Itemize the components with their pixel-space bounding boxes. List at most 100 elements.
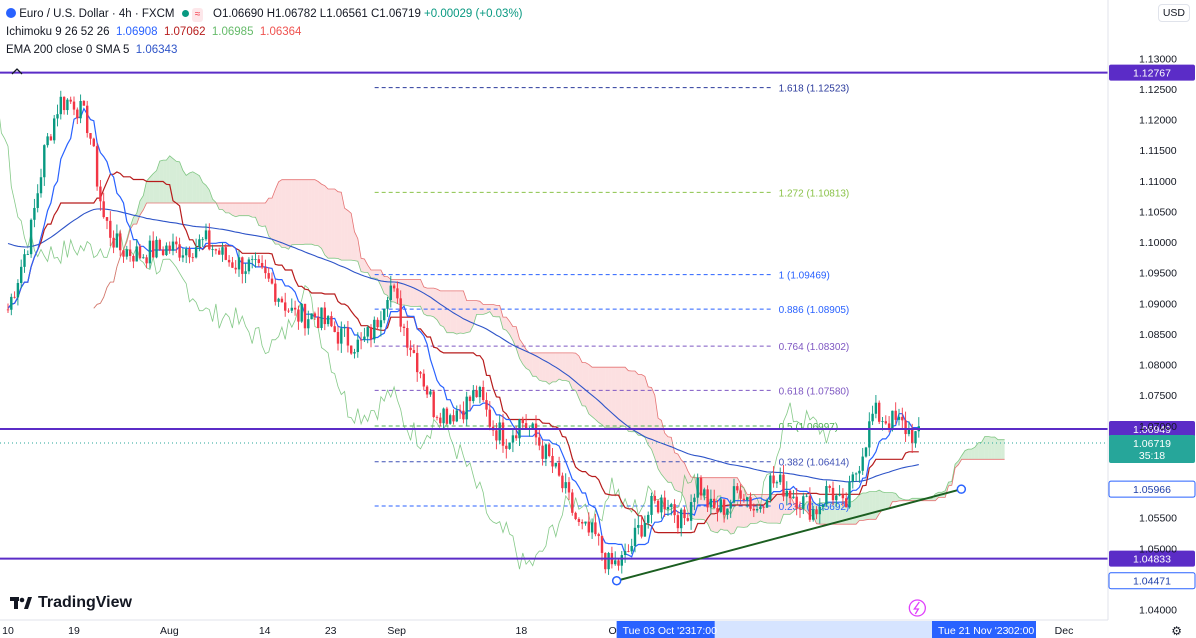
candle (122, 249, 125, 263)
candle-body (409, 347, 412, 351)
countdown-label: 35:18 (1139, 450, 1165, 462)
candle (630, 538, 633, 555)
candle (346, 320, 350, 353)
candle-body (82, 100, 86, 106)
ichimoku-cloud-segment (542, 352, 546, 382)
candle (20, 259, 23, 289)
compare-badge-icon[interactable]: ≈ (191, 8, 204, 22)
ichimoku-cloud-segment (305, 179, 309, 245)
candle (313, 311, 317, 321)
legend-ichimoku-row[interactable]: Ichimoku 9 26 52 26 1.06908 1.07062 1.06… (6, 23, 523, 41)
ichimoku-cloud-segment (879, 490, 883, 514)
trend-line-start-handle[interactable] (611, 575, 622, 586)
candle (650, 492, 653, 524)
candle-body (689, 502, 693, 521)
candle (366, 325, 369, 344)
ichimoku-label: Ichimoku 9 26 52 26 (6, 26, 110, 38)
ichimoku-cloud-segment (262, 202, 266, 227)
candle-body (478, 386, 482, 398)
legend-ema-row[interactable]: EMA 200 close 0 SMA 5 1.06343 (6, 41, 523, 59)
ichimoku-cloud-segment (552, 352, 556, 382)
candle (76, 107, 79, 125)
candle (894, 402, 897, 425)
ema-value: 1.06343 (135, 44, 178, 56)
candle (194, 238, 198, 259)
candle (46, 133, 49, 148)
candle (508, 442, 511, 450)
trend-line-end-handle[interactable] (956, 484, 967, 494)
ichimoku-cloud-segment (321, 184, 325, 255)
price-tick-label: 1.04000 (1139, 605, 1177, 617)
candle-body (188, 248, 191, 258)
candle (409, 340, 412, 357)
candle (759, 504, 762, 513)
ohlc-high: H1.06782 (266, 8, 317, 20)
candle-body (379, 320, 383, 328)
fib-level-label-0.236: 0.236 (1.05692) (779, 502, 850, 513)
candle (396, 281, 399, 304)
ichimoku-cloud-segment (384, 276, 388, 296)
ichimoku-value-4: 1.06364 (259, 26, 302, 38)
ichimoku-cloud-segment (420, 279, 424, 314)
ichimoku-cloud-segment (895, 493, 899, 502)
candle (234, 260, 237, 274)
candle-body (49, 136, 53, 141)
candle-body (534, 423, 538, 438)
candle (914, 431, 917, 448)
currency-unit-button[interactable]: USD (1157, 4, 1190, 22)
gear-icon[interactable]: ⚙ (1171, 624, 1182, 638)
ichimoku-cloud-segment (229, 202, 233, 216)
candle-body (538, 437, 541, 446)
tradingview-logo-icon (10, 597, 32, 609)
candle-body (148, 240, 152, 264)
candle-body (270, 278, 274, 284)
ichimoku-cloud-segment (245, 202, 249, 216)
candle (432, 389, 435, 419)
candle (732, 478, 736, 504)
candle-body (775, 482, 779, 484)
ichimoku-cloud-segment (866, 491, 870, 520)
candle-body (392, 285, 396, 289)
candle-body (105, 217, 109, 221)
support-trend-line[interactable] (616, 488, 962, 582)
candle (709, 489, 713, 515)
symbol-title[interactable]: Euro / U.S. Dollar · 4h · FXCM (19, 8, 175, 20)
lightning-icon[interactable] (908, 599, 926, 617)
candle (211, 244, 214, 257)
ichimoku-cloud-segment (430, 288, 434, 317)
candle (254, 252, 257, 268)
candle-body (736, 486, 739, 491)
candle-body (699, 477, 703, 496)
candle-body (765, 499, 769, 508)
candle (795, 488, 798, 516)
price-tick-label: 1.11000 (1139, 176, 1176, 188)
candle-body (864, 447, 868, 457)
candle-body (462, 410, 465, 420)
ichimoku-cloud-segment (493, 304, 497, 317)
ichimoku-cloud-segment (674, 452, 678, 492)
candle-body (587, 521, 590, 533)
ichimoku-cloud-segment (651, 387, 655, 459)
ichimoku-cloud-segment (285, 179, 289, 250)
ichimoku-cloud-segment (783, 495, 787, 515)
candle (392, 283, 396, 292)
time-tick-label: 19 (68, 625, 80, 637)
range-start-tag (616, 621, 715, 638)
candle-body (198, 239, 201, 248)
candle-body (458, 410, 462, 412)
candle-body (838, 494, 841, 496)
candle (693, 493, 696, 511)
candle (264, 259, 267, 279)
candle (676, 511, 680, 534)
candle-body (191, 257, 194, 259)
lightning-glyph (913, 601, 920, 615)
ichimoku-cloud-segment (615, 367, 619, 428)
candle-body (911, 428, 914, 444)
candle (383, 308, 386, 324)
candle (772, 466, 775, 488)
candle (36, 184, 39, 213)
candle (511, 429, 515, 453)
candle (762, 504, 765, 514)
collapse-chevron-up-icon[interactable] (11, 68, 23, 75)
